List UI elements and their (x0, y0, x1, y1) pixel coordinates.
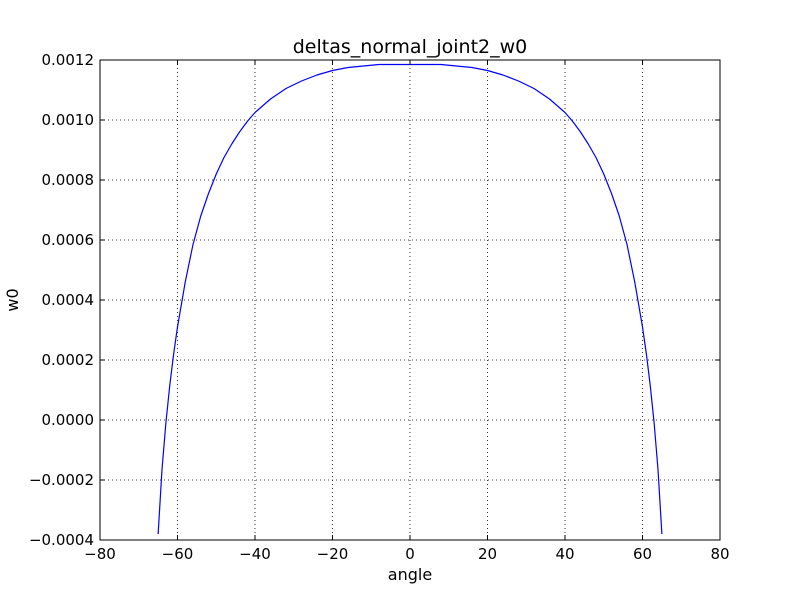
x-tick-label: −60 (162, 545, 194, 563)
x-tick-label: −80 (84, 545, 116, 563)
axis-ticks (99, 59, 721, 541)
y-tick-label: −0.0004 (29, 531, 94, 549)
x-tick-labels: −80 −60 −40 −20 0 20 40 60 80 (84, 545, 729, 563)
x-tick-label: 40 (555, 545, 574, 563)
y-tick-label: 0.0002 (42, 351, 95, 369)
x-tick-label: 60 (633, 545, 652, 563)
x-tick-label: 20 (478, 545, 497, 563)
y-tick-labels: −0.0004 −0.0002 0.0000 0.0002 0.0004 0.0006 0.… (29, 51, 94, 549)
x-axis-label: angle (388, 565, 432, 584)
y-tick-label: 0.0006 (42, 231, 95, 249)
y-tick-label: 0.0012 (42, 51, 95, 69)
y-tick-label: 0.0010 (42, 111, 95, 129)
y-tick-label: 0.0000 (42, 411, 95, 429)
y-tick-label: −0.0002 (29, 471, 94, 489)
x-tick-label: −20 (317, 545, 349, 563)
chart-title: deltas_normal_joint2_w0 (293, 36, 528, 58)
y-tick-label: 0.0004 (42, 291, 95, 309)
x-tick-label: 80 (710, 545, 729, 563)
x-tick-label: −40 (239, 545, 271, 563)
y-tick-label: 0.0008 (42, 171, 95, 189)
x-tick-label: 0 (405, 545, 415, 563)
y-axis-label: w0 (3, 288, 22, 311)
